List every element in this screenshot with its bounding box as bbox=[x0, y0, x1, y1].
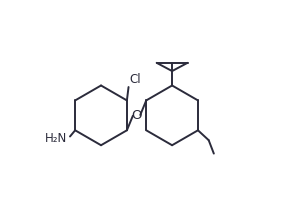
Text: H₂N: H₂N bbox=[45, 132, 67, 145]
Text: O: O bbox=[131, 109, 142, 122]
Text: Cl: Cl bbox=[130, 73, 141, 86]
